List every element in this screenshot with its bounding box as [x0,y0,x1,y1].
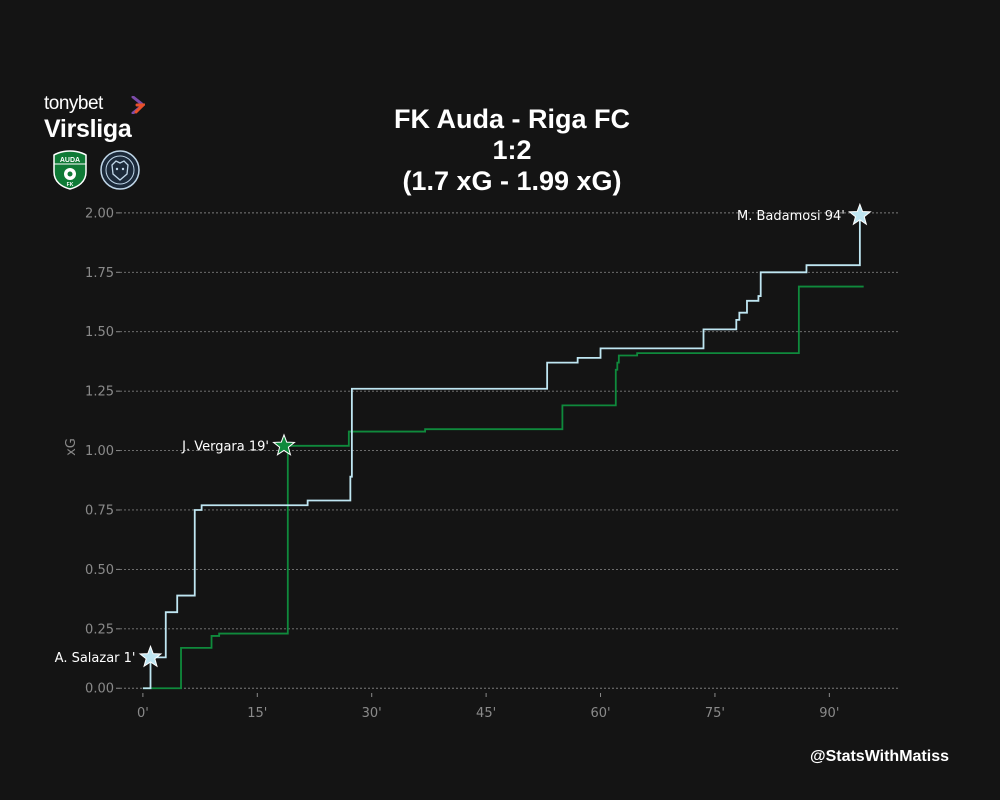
y-tick-label: 1.25 [85,385,114,400]
y-axis-label: xG [64,438,79,456]
x-tick-label: 15' [247,706,267,721]
match-title: FK Auda - Riga FC [394,104,630,134]
goal-star-marker [272,433,296,456]
y-tick-label: 1.50 [85,325,114,340]
home-crest-icon: AUDA FK [53,150,87,190]
credit-handle: @StatsWithMatiss [809,748,949,765]
home-xg-line [142,285,864,690]
goal-label: A. Salazar 1' [55,651,136,666]
y-tick-label: 1.00 [85,444,114,459]
x-tick-label: 45' [476,706,496,721]
match-xg: (1.7 xG - 1.99 xG) [402,166,622,196]
chart-title: FK Auda - Riga FC 1:2 (1.7 xG - 1.99 xG) [312,104,712,197]
x-tick-label: 0' [137,706,149,721]
x-tick-label: 60' [590,706,610,721]
y-tick-label: 0.00 [85,682,114,697]
y-tick-label: 2.00 [85,206,114,221]
y-tick-label: 0.25 [85,622,114,637]
home-crest-sub: FK [67,182,74,188]
y-tick-label: 0.75 [85,503,114,518]
league-logo-top: tonybet [44,93,103,114]
league-logo: tonybet Virsliga [44,93,145,143]
away-crest-icon [100,150,140,190]
x-tick-label: 90' [819,706,839,721]
home-crest-text: AUDA [60,157,80,164]
goal-label: J. Vergara 19' [181,439,269,454]
y-tick-label: 1.75 [85,266,114,281]
league-mark-icon [131,96,145,114]
goal-star-marker [138,644,163,668]
match-score: 1:2 [492,135,532,165]
x-tick-label: 75' [705,706,725,721]
y-tick-label: 0.50 [85,563,114,578]
x-tick-label: 30' [362,706,382,721]
goal-star-marker [848,202,872,226]
league-logo-bottom: Virsliga [44,115,132,143]
away-xg-line [142,215,861,690]
goal-label: M. Badamosi 94' [737,209,845,224]
